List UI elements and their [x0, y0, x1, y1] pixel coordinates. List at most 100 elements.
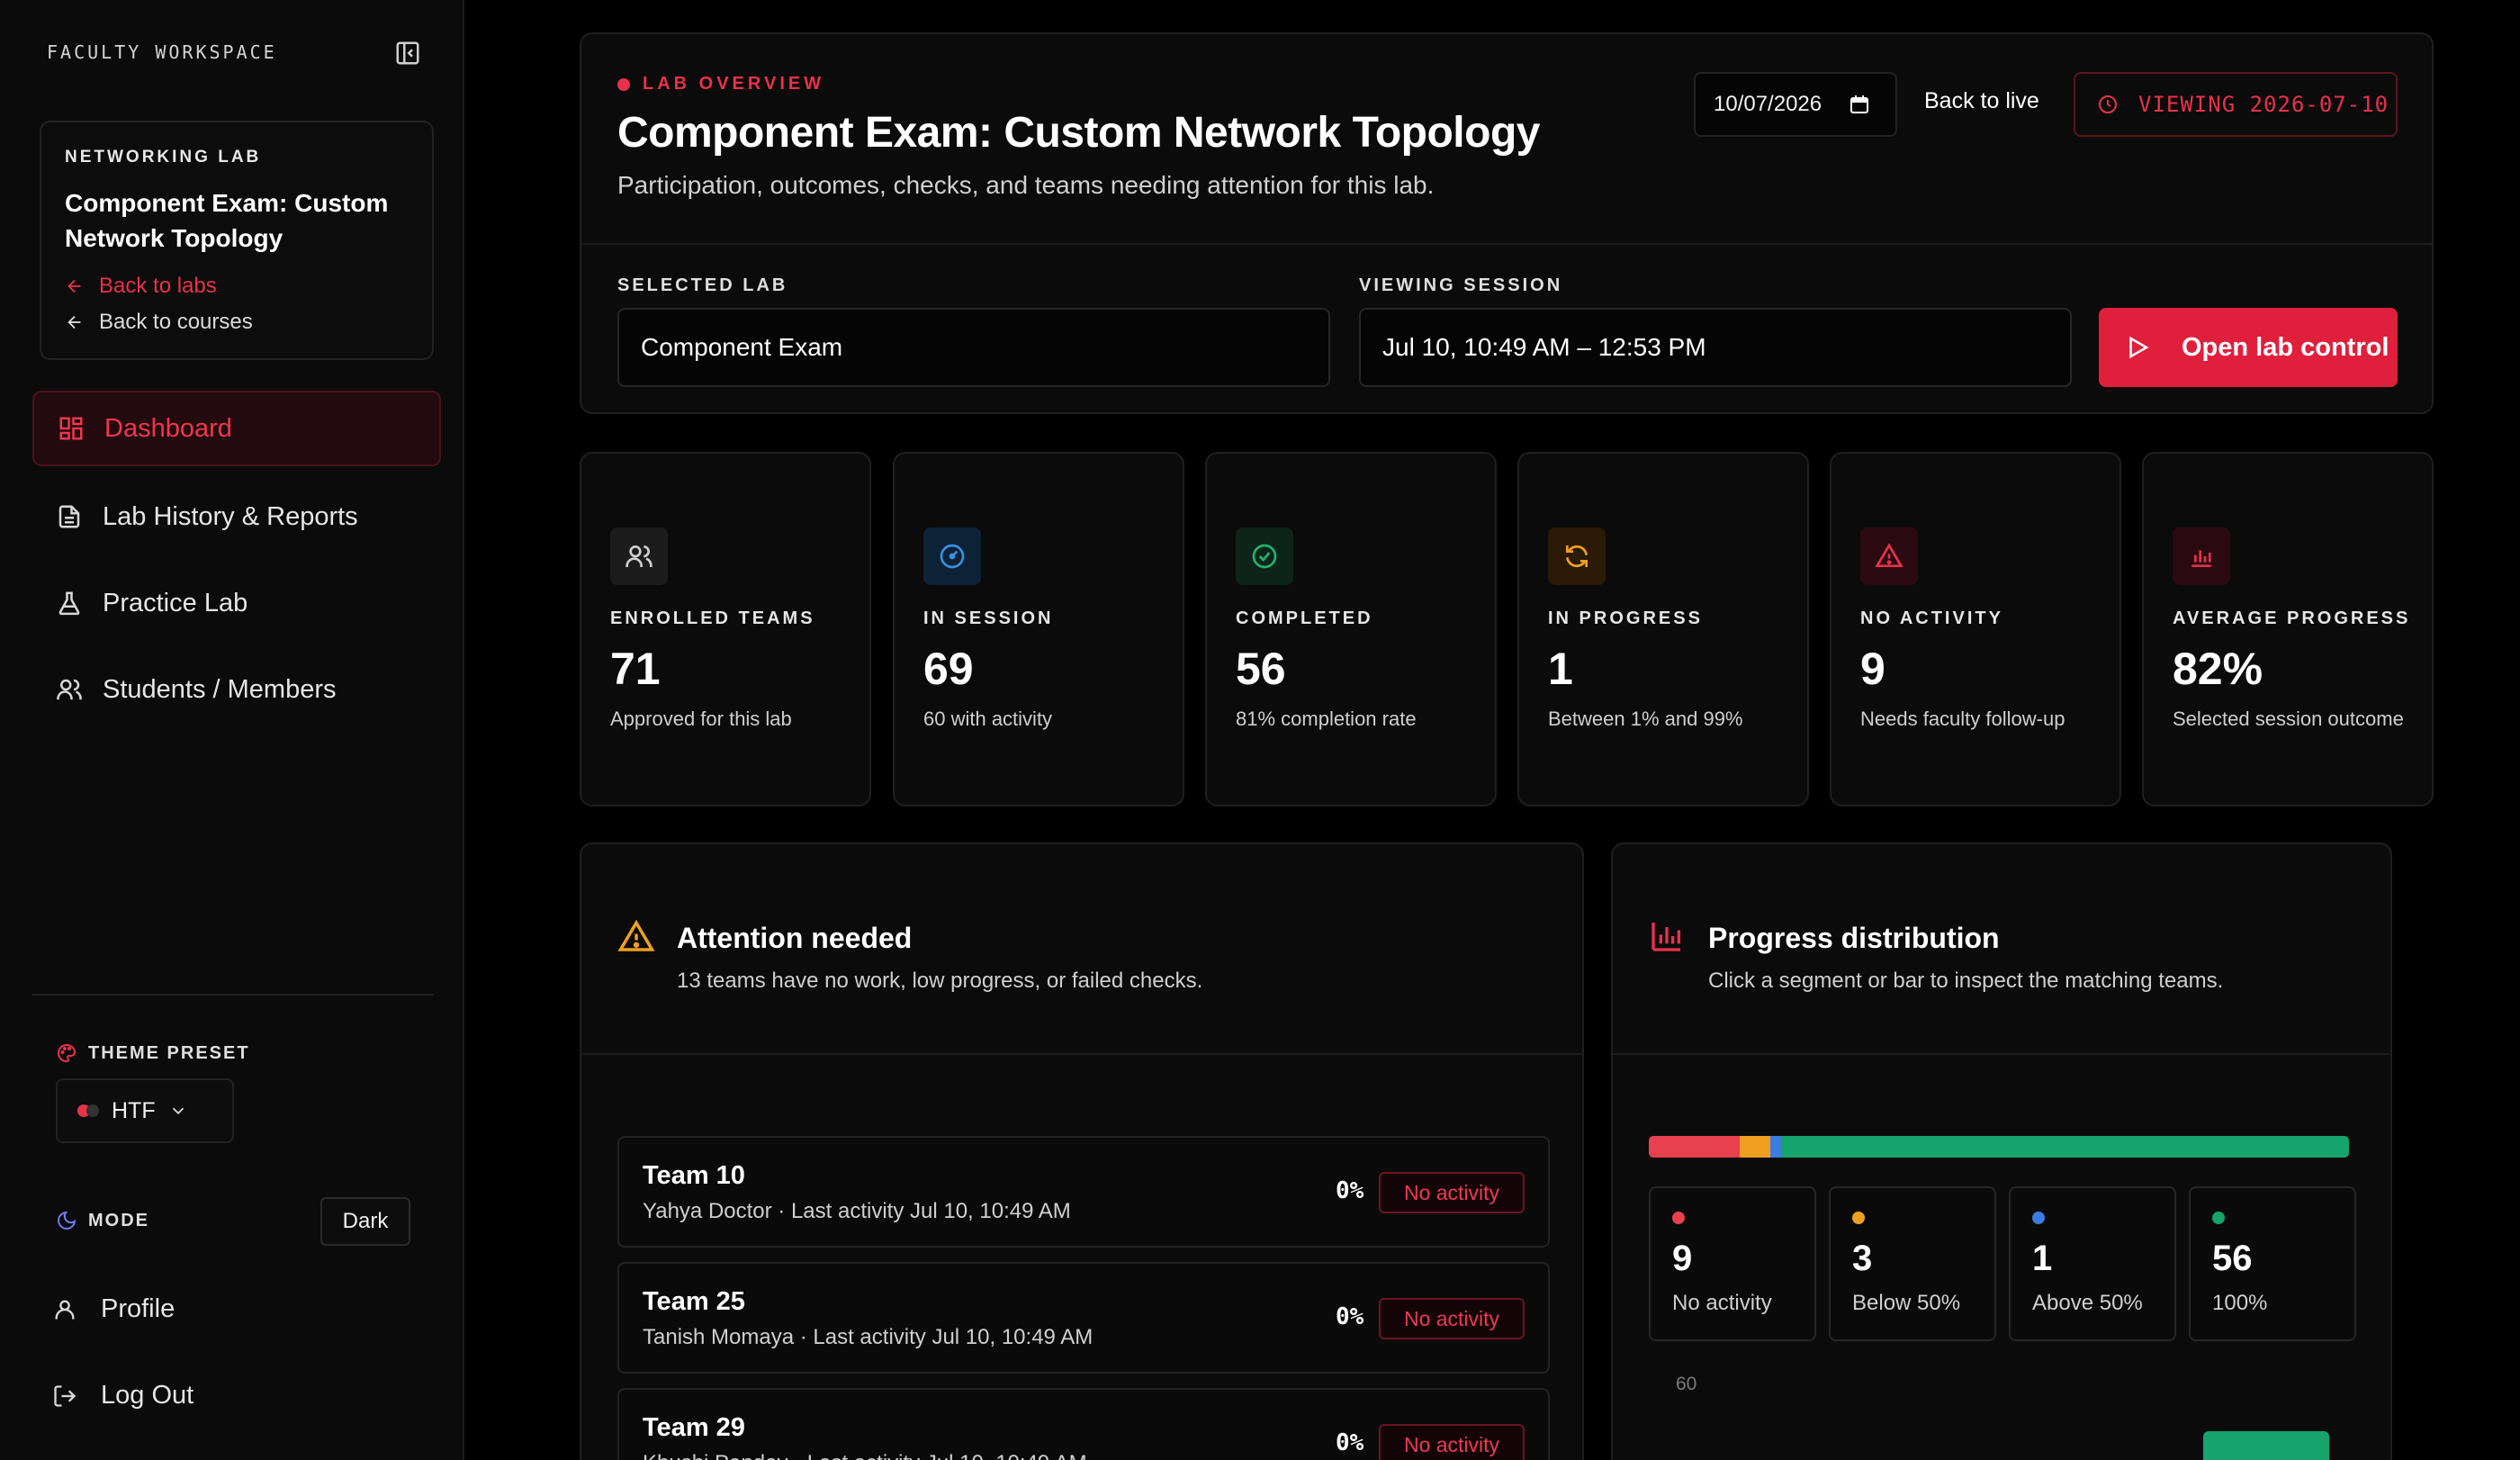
open-lab-control-button[interactable]: Open lab control [2099, 308, 2398, 387]
warning-icon [617, 919, 655, 951]
segment-label: 100% [2212, 1291, 2268, 1315]
stat-label: IN SESSION [923, 608, 1054, 628]
progress-distribution-panel: Progress distribution Click a segment or… [1611, 843, 2392, 1460]
stat-card-in-session[interactable]: IN SESSION 69 60 with activity [893, 452, 1184, 807]
document-icon [58, 505, 80, 528]
distribution-bar[interactable] [1649, 1136, 2349, 1158]
team-row[interactable]: Team 29 Khushi Pandey · Last activity Ju… [617, 1388, 1550, 1460]
stat-description: Needs faculty follow-up [1860, 707, 2066, 730]
team-row[interactable]: Team 25 Tanish Momaya · Last activity Ju… [617, 1262, 1550, 1374]
team-row[interactable]: Team 10 Yahya Doctor · Last activity Jul… [617, 1136, 1550, 1248]
sidebar-divider [32, 994, 434, 996]
distribution-separator [1613, 1053, 2390, 1055]
back-to-labs-link[interactable]: Back to labs [65, 274, 217, 299]
segment-card-no-activity[interactable]: 9 No activity [1649, 1186, 1816, 1341]
stat-card-completed[interactable]: COMPLETED 56 81% completion rate [1205, 452, 1497, 807]
team-progress: 0% [1336, 1177, 1364, 1204]
profile-link[interactable]: Profile [52, 1294, 175, 1324]
mode-toggle-button[interactable]: Dark [320, 1197, 410, 1246]
theme-preset-select[interactable]: HTF [56, 1078, 234, 1143]
sidebar-item-label: Practice Lab [103, 588, 248, 617]
users-icon [57, 679, 82, 700]
viewing-session-select[interactable]: Jul 10, 10:49 AM – 12:53 PM [1359, 308, 2072, 387]
bar-chart-icon [1652, 923, 1680, 951]
dashboard-icon [59, 417, 83, 440]
alert-icon [1860, 527, 1918, 585]
segment-card-above-50[interactable]: 1 Above 50% [2009, 1186, 2176, 1341]
stat-value: 71 [610, 644, 661, 694]
segment-count: 3 [1852, 1239, 1873, 1278]
stat-card-no-activity[interactable]: NO ACTIVITY 9 Needs faculty follow-up [1830, 452, 2121, 807]
stat-description: 81% completion rate [1236, 707, 1417, 730]
stat-value: 69 [923, 644, 974, 694]
sidebar-item-lab-history[interactable]: Lab History & Reports [32, 479, 441, 554]
bar-chart-icon [2173, 527, 2230, 585]
segment-label: Above 50% [2032, 1291, 2143, 1315]
axis-tick: 60 [1676, 1374, 1697, 1394]
stat-value: 9 [1860, 644, 1886, 694]
palette-icon [58, 1043, 76, 1063]
theme-preset-text: THEME PRESET [88, 1042, 250, 1063]
stat-card-enrolled[interactable]: ENROLLED TEAMS 71 Approved for this lab [580, 452, 871, 807]
distribution-title: Progress distribution [1708, 922, 2000, 954]
segment-dot [1852, 1212, 1865, 1224]
mode-label: MODE [56, 1210, 149, 1231]
segment-card-below-50[interactable]: 3 Below 50% [1829, 1186, 1996, 1341]
stat-label: ENROLLED TEAMS [610, 608, 815, 628]
logout-icon [54, 1384, 76, 1407]
stat-value: 56 [1236, 644, 1286, 694]
sidebar-item-practice-lab[interactable]: Practice Lab [32, 565, 441, 641]
team-name: Team 10 [643, 1161, 745, 1190]
stat-value: 82% [2173, 644, 2264, 694]
team-detail: Yahya Doctor · Last activity Jul 10, 10:… [643, 1199, 1071, 1223]
attention-subtitle: 13 teams have no work, low progress, or … [677, 969, 1203, 993]
check-circle-icon [1236, 527, 1293, 585]
viewing-date-badge[interactable]: VIEWING 2026-07-10 [2074, 72, 2398, 137]
selected-lab-select[interactable]: Component Exam [617, 308, 1330, 387]
open-lab-control-label: Open lab control [2182, 332, 2390, 362]
attention-title: Attention needed [677, 922, 913, 954]
team-name: Team 29 [643, 1413, 745, 1442]
lab-overview-label: LAB OVERVIEW [643, 74, 825, 94]
back-to-courses-link[interactable]: Back to courses [65, 310, 253, 335]
gauge-icon [923, 527, 981, 585]
team-progress: 0% [1336, 1303, 1364, 1330]
mode-text: MODE [88, 1210, 149, 1230]
distribution-segment[interactable] [1780, 1136, 2349, 1158]
stat-label: COMPLETED [1236, 608, 1373, 628]
sidebar-item-students[interactable]: Students / Members [32, 652, 441, 727]
date-value: 10/07/2026 [1714, 92, 1822, 116]
arrow-left-icon [68, 279, 81, 293]
back-to-live-button[interactable]: Back to live [1924, 88, 2039, 113]
team-detail: Khushi Pandey · Last activity Jul 10, 10… [643, 1451, 1087, 1460]
distribution-segment[interactable] [1770, 1136, 1781, 1158]
distribution-segment[interactable] [1740, 1136, 1771, 1158]
theme-preset-value: HTF [112, 1097, 156, 1123]
logout-label: Log Out [101, 1381, 194, 1410]
profile-label: Profile [101, 1294, 176, 1323]
status-dot [617, 77, 630, 91]
stat-card-in-progress[interactable]: IN PROGRESS 1 Between 1% and 99% [1517, 452, 1809, 807]
lab-name: Component Exam: Custom Network Topology [65, 189, 389, 252]
preset-swatch [77, 1104, 99, 1117]
play-icon [2129, 336, 2149, 359]
sidebar-collapse-button[interactable] [392, 38, 423, 68]
sidebar-item-label: Dashboard [104, 413, 232, 443]
stat-card-average-progress[interactable]: AVERAGE PROGRESS 82% Selected session ou… [2142, 452, 2434, 807]
stat-value: 1 [1548, 644, 1573, 694]
date-picker[interactable]: 10/07/2026 [1694, 72, 1897, 137]
segment-dot [2212, 1212, 2225, 1224]
current-lab-card: NETWORKING LAB Component Exam: Custom Ne… [40, 121, 434, 360]
segment-label: No activity [1672, 1291, 1772, 1315]
back-to-labs-label: Back to labs [99, 274, 217, 298]
segment-count: 1 [2032, 1239, 2053, 1278]
segment-card-complete[interactable]: 56 100% [2189, 1186, 2356, 1341]
attention-separator [581, 1053, 1582, 1055]
logout-link[interactable]: Log Out [52, 1381, 194, 1410]
back-to-courses-label: Back to courses [99, 310, 253, 334]
stat-description: Between 1% and 99% [1548, 707, 1743, 730]
stat-description: Selected session outcome [2173, 707, 2404, 730]
distribution-column-complete[interactable] [2203, 1431, 2329, 1460]
distribution-segment[interactable] [1649, 1136, 1741, 1158]
sidebar-item-dashboard[interactable]: Dashboard [32, 391, 441, 466]
